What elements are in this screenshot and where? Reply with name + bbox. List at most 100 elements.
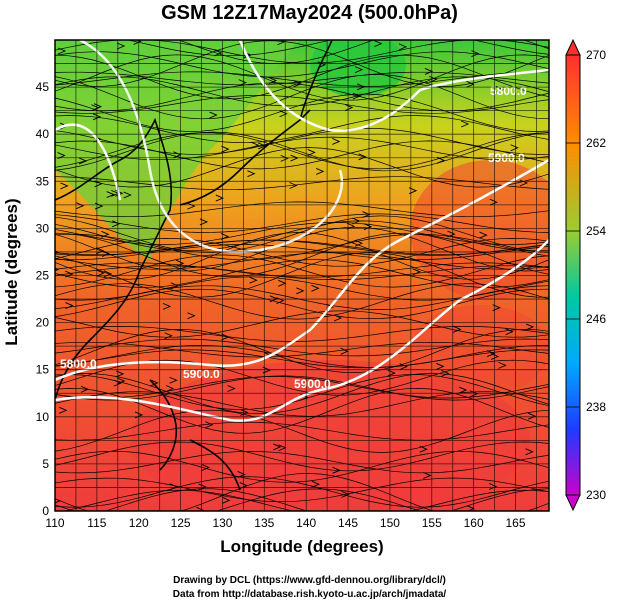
x-tick-label: 135 <box>254 516 274 530</box>
streamline <box>55 239 549 256</box>
x-tick-label: 115 <box>87 516 106 530</box>
y-tick-label: 25 <box>36 269 50 283</box>
streamline <box>55 376 549 399</box>
streamline-arrow <box>222 496 231 504</box>
streamline <box>55 349 549 369</box>
streamline-arrow <box>469 390 479 398</box>
streamline <box>55 51 549 78</box>
streamline <box>55 265 549 280</box>
streamline <box>55 326 549 342</box>
streamline-arrow <box>525 448 534 456</box>
x-tick-label: 125 <box>171 516 191 530</box>
colorbar-top-arrow <box>565 38 581 56</box>
streamline <box>55 421 549 441</box>
y-tick-label: 40 <box>36 127 50 141</box>
streamline-arrow <box>199 218 209 226</box>
streamline-arrow <box>354 66 364 74</box>
streamline <box>55 132 549 170</box>
streamline <box>55 71 549 87</box>
streamline-arrow <box>187 312 196 320</box>
streamline <box>55 391 549 417</box>
streamline-arrow <box>214 49 223 57</box>
streamline-arrow <box>341 490 350 498</box>
streamline-arrow <box>399 363 408 371</box>
colorbar-tick-label: 254 <box>586 224 606 238</box>
streamline-arrow <box>436 363 445 370</box>
streamline-arrow <box>169 376 178 384</box>
streamline <box>55 345 549 368</box>
streamline-arrow <box>59 406 68 414</box>
streamline-arrow <box>280 154 289 162</box>
streamline <box>55 74 549 120</box>
streamline-arrow <box>55 267 60 272</box>
streamline-arrow <box>408 187 418 195</box>
streamline-arrow <box>112 220 121 228</box>
streamline-arrow <box>249 276 258 284</box>
streamline-arrow <box>101 230 110 238</box>
y-tick-label: 5 <box>42 457 49 471</box>
streamline-arrow <box>237 471 246 478</box>
streamline <box>55 252 549 270</box>
credit-line-2: Data from http://database.rish.kyoto-u.a… <box>172 589 447 600</box>
streamline-arrow <box>133 40 142 45</box>
x-tick-label: 145 <box>338 516 358 530</box>
streamline-arrow <box>436 156 446 164</box>
colorbar-tick-label: 238 <box>586 400 606 414</box>
streamline-arrow <box>489 198 498 206</box>
streamline-arrow <box>273 443 282 451</box>
streamline-arrow <box>205 421 214 429</box>
streamline-arrow <box>65 302 74 309</box>
streamline-arrow <box>117 377 126 385</box>
streamline-arrow <box>332 138 341 145</box>
streamline-arrow <box>479 231 488 239</box>
streamline-arrow <box>311 284 320 292</box>
streamline-arrow <box>419 445 428 453</box>
streamline <box>55 476 549 508</box>
x-tick-label: 155 <box>422 516 442 530</box>
streamline-arrow <box>276 297 285 305</box>
streamline <box>55 220 549 252</box>
streamline-arrow <box>258 142 267 150</box>
streamline-arrow <box>91 104 100 112</box>
streamline-arrow <box>60 182 69 190</box>
streamline-arrow <box>510 144 519 152</box>
streamline <box>55 341 549 358</box>
streamline <box>55 373 549 414</box>
streamline <box>55 215 549 253</box>
streamline-arrow <box>65 270 74 278</box>
streamline <box>55 82 549 112</box>
streamline-arrow <box>296 287 305 295</box>
streamline <box>55 262 549 278</box>
streamline-arrow <box>165 385 175 392</box>
streamline <box>55 40 549 64</box>
streamline <box>55 147 549 188</box>
streamline-arrow <box>94 202 104 210</box>
streamline-arrow <box>113 379 123 387</box>
streamline <box>55 136 549 161</box>
streamline <box>55 93 549 132</box>
streamline <box>55 374 549 410</box>
credit-line-1: Drawing by DCL (https://www.gfd-dennou.o… <box>173 575 446 586</box>
streamline <box>104 488 549 511</box>
x-tick-labels: 110 115 120 125 130 135 140 145 150 155 160 165 <box>45 516 525 530</box>
x-tick-label: 140 <box>296 516 316 530</box>
streamline-arrow <box>80 385 90 393</box>
streamline-arrow <box>293 80 302 88</box>
y-tick-label: 20 <box>36 316 50 330</box>
streamline-arrow <box>333 314 343 322</box>
colorbar: 270 262 254 246 238 230 <box>565 38 606 512</box>
streamline <box>55 329 549 373</box>
streamline-arrow <box>238 79 247 87</box>
x-tick-label: 110 <box>45 516 64 530</box>
streamline <box>55 477 549 503</box>
streamline-arrow <box>209 111 218 119</box>
streamline-arrow <box>227 385 236 392</box>
colorbar-tick-label: 262 <box>586 136 606 150</box>
streamline-arrow <box>332 466 341 474</box>
streamline <box>55 127 549 155</box>
streamline <box>62 489 549 511</box>
streamline-arrow <box>307 148 316 156</box>
streamline <box>55 244 549 261</box>
y-tick-labels: 0 5 10 15 20 25 30 35 40 45 <box>36 80 50 518</box>
streamline-arrow <box>412 268 421 276</box>
